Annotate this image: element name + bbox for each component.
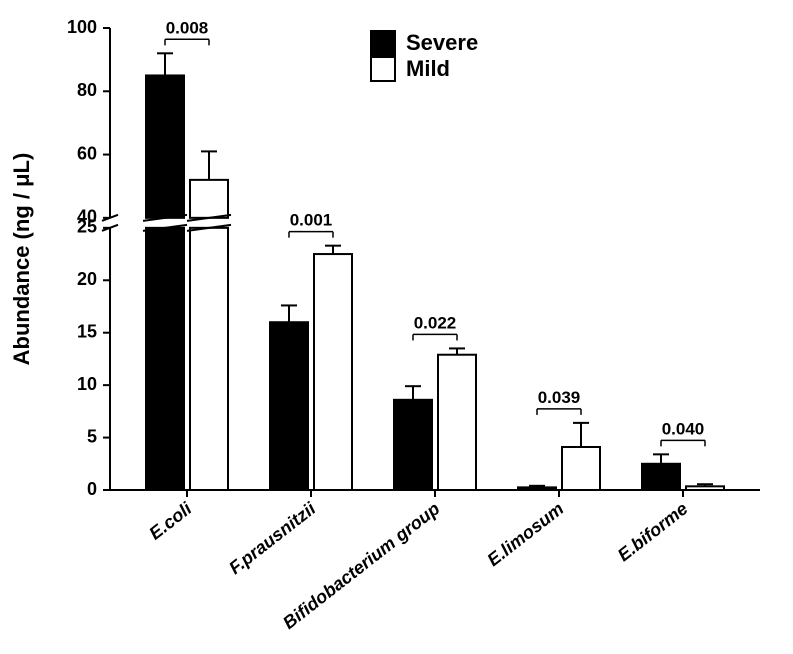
legend: Severe Mild bbox=[370, 30, 478, 82]
legend-label-mild: Mild bbox=[406, 56, 450, 82]
chart-svg: 0510152025406080100E.coli0.008F.prausnit… bbox=[0, 0, 793, 654]
y-axis-label: Abundance (ng / μL) bbox=[9, 153, 35, 366]
svg-text:5: 5 bbox=[87, 426, 97, 446]
svg-text:80: 80 bbox=[77, 80, 97, 100]
svg-text:0.039: 0.039 bbox=[538, 388, 581, 407]
svg-text:0.040: 0.040 bbox=[662, 419, 705, 438]
legend-swatch-mild bbox=[370, 56, 396, 82]
svg-text:0.022: 0.022 bbox=[414, 313, 457, 332]
legend-item-severe: Severe bbox=[370, 30, 478, 56]
svg-text:15: 15 bbox=[77, 321, 97, 341]
svg-text:0: 0 bbox=[87, 479, 97, 499]
svg-text:0.008: 0.008 bbox=[166, 18, 209, 37]
svg-text:20: 20 bbox=[77, 269, 97, 289]
legend-item-mild: Mild bbox=[370, 56, 478, 82]
svg-text:E.coli: E.coli bbox=[145, 498, 196, 544]
svg-text:F.prausnitzii: F.prausnitzii bbox=[225, 498, 320, 578]
svg-text:0.001: 0.001 bbox=[290, 211, 333, 230]
svg-text:100: 100 bbox=[67, 17, 97, 37]
chart-container: Abundance (ng / μL) Severe Mild 0 5 10 15 20… bbox=[0, 0, 793, 654]
svg-text:10: 10 bbox=[77, 374, 97, 394]
svg-text:E.biforme: E.biforme bbox=[614, 498, 692, 565]
legend-swatch-severe bbox=[370, 30, 396, 56]
svg-text:E.limosum: E.limosum bbox=[483, 498, 567, 570]
svg-text:40: 40 bbox=[77, 207, 97, 227]
svg-text:60: 60 bbox=[77, 143, 97, 163]
legend-label-severe: Severe bbox=[406, 30, 478, 56]
